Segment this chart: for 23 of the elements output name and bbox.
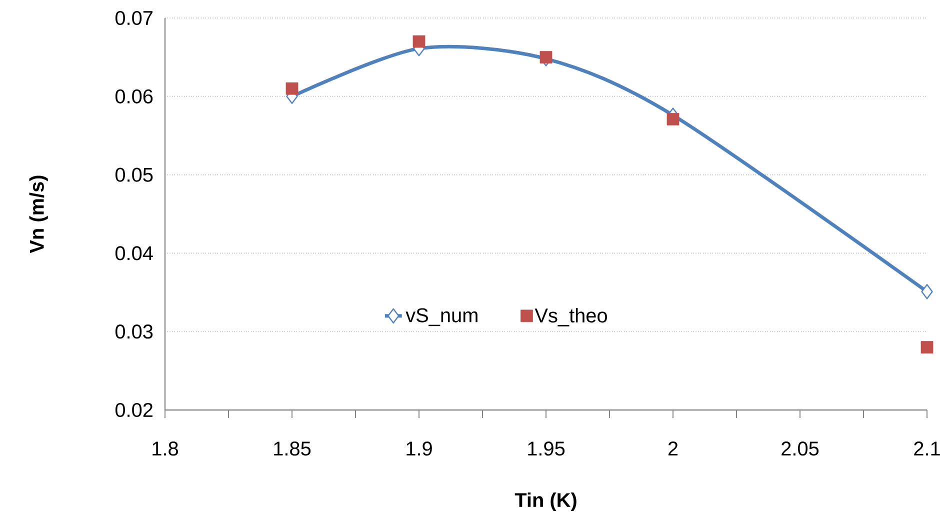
x-tick-label: 2.05	[782, 442, 819, 456]
x-tick-label: 1.9	[406, 442, 432, 456]
legend-label: vS_num	[406, 308, 478, 326]
y-tick-label: 0.03	[115, 324, 153, 339]
y-tick-label: 0.07	[115, 10, 152, 26]
y-tick-label: 0.06	[115, 89, 153, 104]
x-tick-label: 2	[668, 442, 678, 456]
x-axis-title: Tin (K)	[514, 492, 576, 512]
y-axis-title: Vn (m/s)	[29, 176, 48, 254]
point	[286, 82, 298, 95]
x-tick-label: 1.95	[528, 442, 565, 456]
y-tick-label: 0.04	[115, 246, 153, 260]
point	[920, 341, 934, 354]
legend-label: Vs_theo	[534, 308, 607, 326]
point	[666, 112, 680, 126]
x-tick-label: 2.1	[914, 442, 940, 456]
y-tick-label: 0.02	[115, 402, 152, 418]
point	[540, 51, 552, 64]
point	[921, 284, 933, 300]
x-tick-label: 1.85	[274, 442, 311, 456]
x-tick-label: 1.8	[152, 442, 178, 456]
y-tick-label: 0.05	[115, 168, 153, 182]
point	[412, 35, 426, 48]
